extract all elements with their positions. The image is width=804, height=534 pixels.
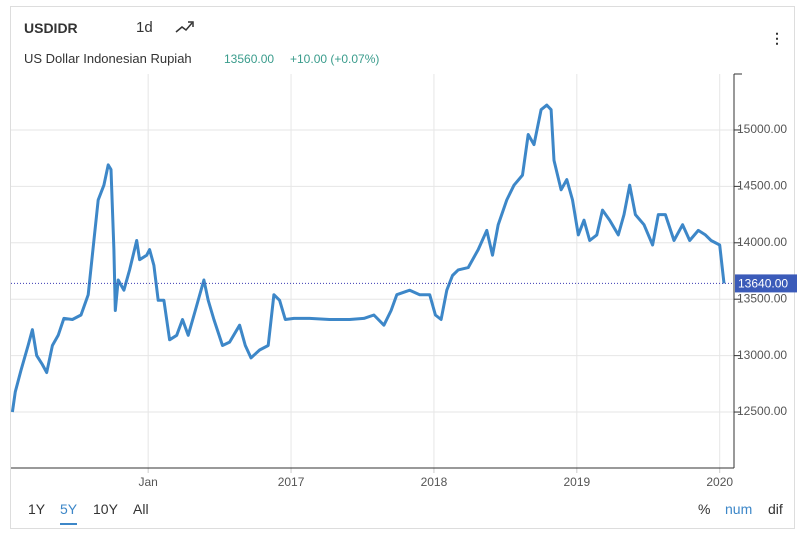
mode-button[interactable]: dif bbox=[768, 501, 783, 517]
x-tick-label: 2017 bbox=[278, 475, 305, 489]
change: +10.00 (+0.07%) bbox=[290, 52, 380, 66]
y-tick-label: 13000.00 bbox=[737, 348, 787, 362]
range-button[interactable]: 10Y bbox=[93, 501, 118, 517]
menu-button[interactable]: ⋮ bbox=[770, 30, 784, 46]
mode-button[interactable]: % bbox=[698, 501, 711, 517]
widget-frame bbox=[10, 6, 795, 529]
last-price-label: 13640.00 bbox=[738, 277, 788, 291]
range-button[interactable]: All bbox=[133, 501, 149, 517]
y-tick-label: 14500.00 bbox=[737, 179, 787, 193]
y-tick-label: 13500.00 bbox=[737, 291, 787, 305]
last-price-box bbox=[735, 274, 797, 293]
x-tick-label: Jan bbox=[138, 475, 157, 489]
range-button[interactable]: 1Y bbox=[28, 501, 46, 517]
price-line bbox=[10, 103, 726, 413]
y-tick-label: 12500.00 bbox=[737, 404, 787, 418]
instrument-name: US Dollar Indonesian Rupiah bbox=[24, 51, 192, 66]
x-tick-label: 2018 bbox=[421, 475, 448, 489]
x-tick-label: 2020 bbox=[706, 475, 733, 489]
x-tick-label: 2019 bbox=[563, 475, 590, 489]
interval[interactable]: 1d bbox=[136, 19, 153, 36]
y-tick-label: 15000.00 bbox=[737, 122, 787, 136]
price: 13560.00 bbox=[224, 52, 275, 66]
y-tick-label: 14000.00 bbox=[737, 235, 787, 249]
mode-button[interactable]: num bbox=[725, 501, 753, 517]
range-button[interactable]: 5Y bbox=[60, 501, 78, 525]
symbol: USDIDR bbox=[24, 20, 78, 36]
